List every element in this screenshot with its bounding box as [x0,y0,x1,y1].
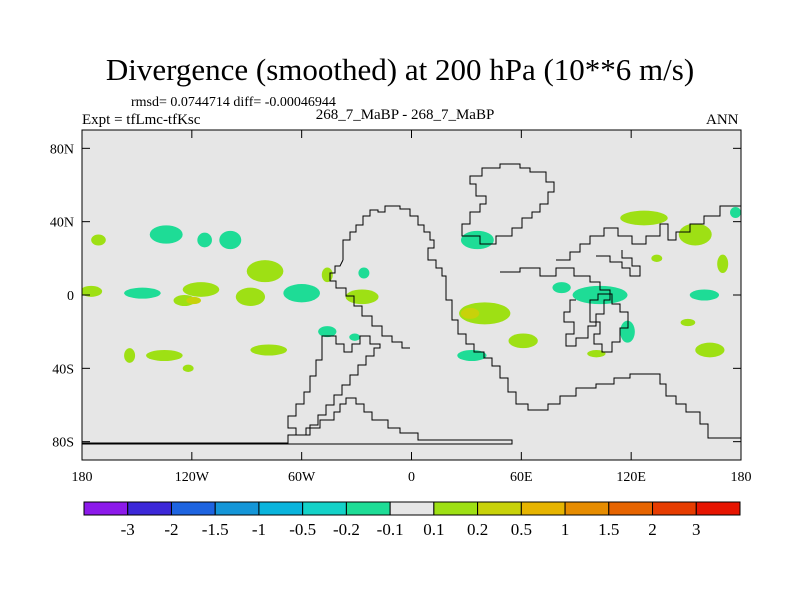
x-tick-label: 60W [288,470,316,485]
colorbar-swatch [477,501,522,516]
colorbar-swatch [258,501,304,516]
season-label: ANN [706,112,739,128]
divergence-feature-20 [250,344,288,356]
divergence-feature-34 [717,254,729,273]
divergence-feature-35 [730,207,741,218]
case-label: 268_7_MaBP - 268_7_MaBP [315,107,495,123]
coastline-asia-north [556,205,741,261]
colorbar-swatch [345,501,391,516]
colorbar-swatch [214,501,260,516]
coastline-central-america [329,259,410,349]
colorbar-swatch [83,501,129,516]
divergence-feature-33 [678,223,712,246]
coastline-americas [342,205,447,281]
colorbar-label: 3 [692,520,701,539]
colorbar-label: -0.5 [289,520,316,539]
divergence-feature-37 [680,318,696,327]
y-tick-label: 0 [67,289,74,304]
colorbar-label: -0.2 [333,520,360,539]
divergence-feature-7 [186,296,201,305]
experiment-label: Expt = tfLmc-tfKsc [82,112,201,128]
plot-background [82,130,741,460]
divergence-feature-16 [321,267,333,283]
colorbar-label: 2 [648,520,657,539]
colorbar-label: 1.5 [598,520,619,539]
divergence-feature-26 [508,333,538,349]
divergence-feature-18 [345,289,379,305]
divergence-feature-17 [358,267,370,279]
y-tick-label: 80S [52,436,74,451]
colorbar-swatch [608,501,654,516]
divergence-feature-29 [620,320,635,343]
divergence-field [82,207,741,373]
colorbar-swatch [170,501,216,516]
coastline-arabia-india [500,267,611,347]
rmsd-diff-label: rmsd= 0.0744714 diff= -0.00046944 [131,95,336,110]
colorbar-swatch [695,501,741,516]
divergence-feature-4 [149,225,183,244]
colorbar-label: 0.2 [467,520,488,539]
divergence-feature-23 [459,302,511,325]
divergence-feature-38 [695,342,725,358]
coastline-antarctica [82,397,513,445]
y-tick-label: 40N [50,216,74,231]
divergence-feature-24 [460,307,480,319]
divergence-feature-22 [460,230,494,250]
colorbar-swatch [520,501,566,516]
divergence-feature-14 [235,287,266,307]
colorbar-label: 0.5 [511,520,532,539]
y-tick-label: 80N [50,142,74,157]
divergence-feature-11 [219,230,242,250]
divergence-feature-1 [91,234,106,246]
x-tick-label: 180 [731,470,752,485]
divergence-feature-10 [182,364,194,373]
divergence-feature-2 [82,285,103,297]
x-tick-label: 0 [408,470,415,485]
divergence-feature-5 [182,282,220,297]
coastline-south-america [287,335,381,436]
y-tick-label: 40S [52,362,74,377]
x-tick-label: 60E [510,470,533,485]
divergence-feature-9 [146,350,183,361]
colorbar-label: -3 [121,520,135,539]
divergence-feature-19 [318,326,337,338]
divergence-feature-25 [457,350,487,361]
divergence-feature-30 [587,350,606,358]
divergence-feature-31 [620,210,668,226]
colorbar-swatch [564,501,610,516]
colorbar-swatch [302,501,347,516]
x-tick-label: 120W [175,470,210,485]
colorbar-label: -1 [252,520,266,539]
colorbar-label: -2 [164,520,178,539]
divergence-feature-21 [349,333,361,341]
divergence-feature-27 [552,282,571,294]
colorbar: -3 -2 -1.5 -1 -0.5 -0.2 -0.1 0.1 0.2 0.5 1 1.5 2 3 [83,501,741,539]
colorbar-swatch [389,501,435,516]
divergence-feature-15 [283,284,320,303]
divergence-feature-13 [246,260,284,283]
colorbar-label: -1.5 [202,520,229,539]
divergence-feature-8 [124,348,136,363]
coastline-east-asia [596,250,641,277]
divergence-feature-12 [197,232,212,248]
chart-title: Divergence (smoothed) at 200 hPa (10**6 … [105,52,695,87]
coastline-southeast-asia [589,293,629,353]
colorbar-label: 1 [561,520,570,539]
divergence-feature-32 [651,254,663,262]
coastline-greenland [461,163,555,245]
divergence-feature-3 [124,287,161,299]
coastline-outlines [82,163,741,445]
colorbar-swatch [433,501,479,516]
colorbar-swatch [652,501,697,516]
coastline-africa-eurasia [445,281,741,439]
x-tick-label: 180 [72,470,93,485]
x-tick-label: 120E [616,470,646,485]
axis-ticks: 180 120W 60W 0 60E 120E 180 80N 40N 0 40S 80S [50,130,752,485]
colorbar-swatch [127,501,172,516]
divergence-feature-36 [689,289,720,301]
colorbar-label: -0.1 [377,520,404,539]
colorbar-label: 0.1 [423,520,444,539]
divergence-feature-28 [572,285,628,305]
